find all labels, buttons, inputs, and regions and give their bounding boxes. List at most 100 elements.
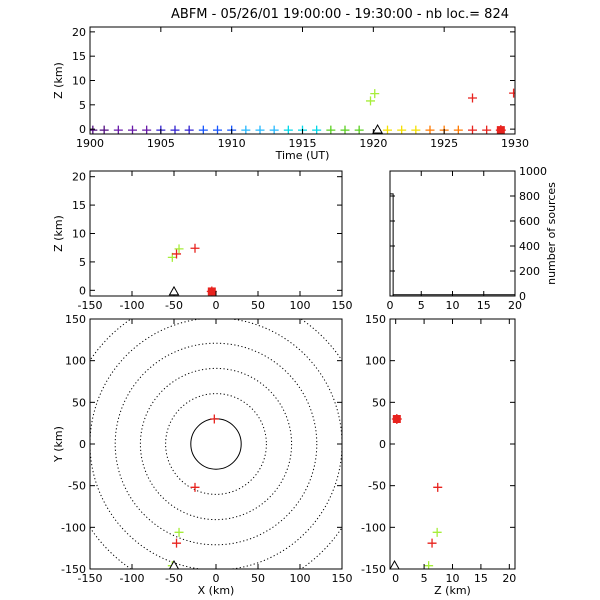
source-point xyxy=(468,93,477,103)
source-point xyxy=(174,244,184,254)
source-point xyxy=(241,125,251,134)
source-point xyxy=(209,414,219,424)
x-tick-label: 150 xyxy=(332,299,353,312)
x-tick-label: 50 xyxy=(251,299,265,312)
source-point xyxy=(269,125,279,134)
y-tick-label: -150 xyxy=(361,563,386,576)
source-point xyxy=(391,414,402,424)
y-tick-label: 0 xyxy=(79,438,86,451)
source-point xyxy=(427,538,437,548)
source-point xyxy=(468,125,477,134)
x-tick-label: 100 xyxy=(290,299,311,312)
range-ring xyxy=(190,418,242,470)
plot-area xyxy=(391,414,443,569)
y-axis-label: number of sources xyxy=(545,182,558,285)
x-tick-label: 1915 xyxy=(289,137,317,150)
source-point xyxy=(190,482,200,492)
y-tick-label: 10 xyxy=(72,228,86,241)
range-ring xyxy=(139,367,293,521)
source-point xyxy=(432,527,442,537)
plot-frame xyxy=(89,318,343,570)
x-tick-label: -50 xyxy=(165,299,183,312)
y-tick-label: 5 xyxy=(79,99,86,112)
source-point xyxy=(190,243,200,253)
source-point xyxy=(482,125,492,134)
source-point xyxy=(453,125,463,134)
source-point xyxy=(340,125,350,134)
plot-frame xyxy=(389,170,516,297)
x-tick-label: 1900 xyxy=(76,137,104,150)
x-tick-label: 1905 xyxy=(147,137,175,150)
x-tick-label: 1925 xyxy=(430,137,458,150)
source-point xyxy=(128,125,137,134)
source-point xyxy=(509,88,515,98)
plot-area xyxy=(167,243,217,296)
y-tick-label: 50 xyxy=(72,396,86,409)
station-marker xyxy=(168,559,180,570)
x-tick-label: 15 xyxy=(474,572,488,585)
x-tick-label: 0 xyxy=(213,572,220,585)
x-tick-label: 1910 xyxy=(218,137,246,150)
y-tick-label: 100 xyxy=(365,355,386,368)
source-point xyxy=(113,125,123,134)
y-tick-label: 800 xyxy=(519,190,540,203)
source-point xyxy=(397,125,407,134)
source-point xyxy=(184,125,194,134)
x-tick-label: -150 xyxy=(78,572,103,585)
source-point xyxy=(172,249,182,259)
x-tick-label: -100 xyxy=(120,299,145,312)
y-tick-label: 400 xyxy=(519,240,540,253)
x-tick-label: 150 xyxy=(332,572,353,585)
source-point xyxy=(142,125,152,134)
source-point xyxy=(213,125,222,134)
source-point xyxy=(366,96,375,106)
range-ring xyxy=(90,319,342,569)
y-tick-label: 20 xyxy=(72,171,86,184)
plan-panel: -150 -100 -50 0 50 100 150 -150 -100 -50 0 50 100 150… xyxy=(52,313,353,597)
y-tick-label: 10 xyxy=(72,75,86,88)
y-axis-label: Z (km) xyxy=(52,215,65,252)
x-tick-label: 0 xyxy=(392,572,399,585)
y-tick-label: -100 xyxy=(361,521,386,534)
plot-frame xyxy=(389,318,516,570)
y-tick-label: -150 xyxy=(61,563,86,576)
source-point xyxy=(198,125,208,134)
x-tick-label: 10 xyxy=(446,572,460,585)
source-point xyxy=(255,125,265,134)
x-axis-label: Z (km) xyxy=(434,584,471,597)
source-point xyxy=(312,125,322,134)
y-tick-label: 0 xyxy=(379,438,386,451)
range-ring xyxy=(90,319,342,569)
source-point xyxy=(172,538,182,548)
x-tick-label: -50 xyxy=(165,572,183,585)
x-tick-label: 20 xyxy=(508,299,522,312)
x-height-panel: -150 -100 -50 0 50 100 150 0 5 10 15 20 Z (km) xyxy=(52,170,353,312)
z-y-panel: 0 5 10 15 20 -150 -100 -50 0 50 100 150 Z (km) xyxy=(361,313,516,597)
y-axis-label: Y (km) xyxy=(52,426,65,463)
y-axis-label: Z (km) xyxy=(52,62,65,99)
x-tick-label: 0 xyxy=(213,299,220,312)
station-marker xyxy=(372,124,383,134)
x-tick-label: 50 xyxy=(251,572,265,585)
y-tick-label: 600 xyxy=(519,215,540,228)
y-tick-label: 200 xyxy=(519,265,540,278)
x-tick-label: 5 xyxy=(418,299,425,312)
x-tick-label: 20 xyxy=(502,572,516,585)
y-tick-label: 15 xyxy=(72,50,86,63)
source-point xyxy=(99,125,109,134)
y-tick-label: 100 xyxy=(65,355,86,368)
x-tick-label: 5 xyxy=(421,572,428,585)
source-point xyxy=(495,125,506,134)
x-tick-label: 15 xyxy=(477,299,491,312)
source-point xyxy=(425,125,435,134)
y-tick-label: 150 xyxy=(365,313,386,326)
x-tick-label: 1920 xyxy=(359,137,387,150)
y-tick-label: 0 xyxy=(519,290,526,303)
source-point xyxy=(433,482,443,492)
range-ring xyxy=(114,342,318,546)
y-tick-label: 5 xyxy=(79,256,86,269)
source-point xyxy=(411,125,421,134)
source-point xyxy=(170,125,180,134)
